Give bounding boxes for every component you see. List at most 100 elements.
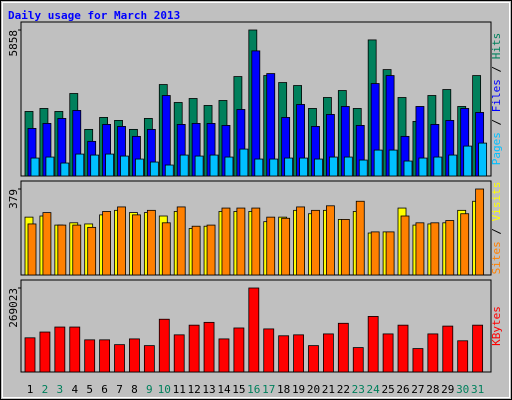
bar: [472, 324, 484, 373]
bar: [209, 154, 219, 177]
chart-title: Daily usage for March 2013: [8, 9, 180, 22]
bar: [236, 207, 246, 276]
bar: [254, 158, 264, 177]
x-tick-label: 15: [232, 383, 245, 396]
legend-entry: Visits: [490, 182, 503, 222]
bar: [239, 148, 249, 177]
x-tick-label: 4: [71, 383, 78, 396]
legend: Pages / Files / Hits: [490, 33, 503, 166]
bar: [164, 164, 174, 177]
bar: [355, 200, 365, 276]
bar: [42, 212, 52, 276]
x-tick-label: 25: [381, 383, 394, 396]
x-tick-label: 13: [202, 383, 215, 396]
bar: [158, 318, 170, 373]
bar: [370, 231, 380, 276]
bar: [72, 224, 82, 276]
bar: [251, 50, 261, 177]
bar: [173, 334, 185, 373]
x-tick-label: 22: [337, 383, 350, 396]
bar: [24, 337, 36, 373]
bar: [75, 153, 85, 177]
bar: [430, 222, 440, 276]
bar: [87, 226, 97, 276]
bar: [161, 95, 171, 177]
bar: [251, 207, 261, 276]
x-tick-label: 6: [101, 383, 108, 396]
bar: [448, 154, 458, 177]
legend-separator: /: [490, 112, 503, 132]
bar: [358, 159, 368, 177]
bar: [415, 222, 425, 276]
bar: [475, 188, 485, 276]
x-tick-label: 11: [173, 383, 186, 396]
bar: [114, 344, 125, 373]
bar: [203, 321, 215, 373]
x-tick-label: 16: [247, 383, 260, 396]
legend-entry: KBytes: [490, 306, 503, 346]
bar: [146, 209, 156, 276]
y-tick-label: 269023: [7, 288, 20, 328]
bar: [99, 339, 111, 373]
bar: [179, 154, 189, 177]
bar: [161, 222, 171, 276]
bar: [284, 157, 294, 177]
bar: [343, 156, 353, 177]
bar: [442, 325, 454, 373]
bar: [308, 345, 319, 373]
bar: [129, 338, 140, 373]
x-tick-label: 24: [367, 383, 381, 396]
x-tick-label: 10: [158, 383, 171, 396]
bar: [457, 340, 469, 373]
bar: [326, 205, 335, 276]
x-tick-label: 14: [217, 383, 231, 396]
y-tick-label: 379: [7, 189, 20, 209]
x-tick-label: 9: [146, 383, 153, 396]
legend-separator: /: [490, 221, 503, 241]
bar: [218, 338, 230, 373]
bar: [427, 333, 439, 373]
bar: [233, 327, 245, 373]
bar: [314, 158, 323, 177]
bar: [385, 231, 395, 276]
bar: [206, 224, 216, 276]
bar: [57, 224, 67, 276]
bar: [278, 335, 290, 373]
x-tick-label: 30: [456, 383, 469, 396]
bar: [120, 155, 129, 177]
bar: [132, 214, 141, 276]
bar: [463, 145, 473, 177]
x-tick-label: 3: [57, 383, 64, 396]
bar: [143, 345, 155, 373]
bar: [90, 154, 100, 177]
bar: [266, 216, 276, 276]
bar: [311, 209, 320, 276]
bar: [149, 161, 159, 177]
x-tick-label: 7: [116, 383, 123, 396]
x-tick-label: 27: [411, 383, 424, 396]
legend-entry: Pages: [490, 132, 503, 165]
x-tick-label: 12: [188, 383, 201, 396]
bar: [388, 149, 398, 177]
x-tick-label: 17: [262, 383, 275, 396]
legend-separator: /: [490, 59, 503, 79]
bar: [27, 223, 37, 276]
x-tick-label: 18: [277, 383, 290, 396]
bar: [296, 206, 305, 276]
bar: [84, 339, 96, 373]
x-tick-label: 31: [471, 383, 484, 396]
bar: [382, 333, 394, 373]
bar: [176, 206, 186, 276]
bar: [281, 217, 291, 276]
bar: [188, 324, 200, 373]
bar: [105, 153, 115, 177]
bar: [445, 220, 455, 276]
bar: [460, 213, 470, 276]
bar: [45, 156, 55, 177]
bar: [269, 158, 279, 177]
x-tick-label: 20: [307, 383, 320, 396]
bar: [412, 348, 424, 373]
